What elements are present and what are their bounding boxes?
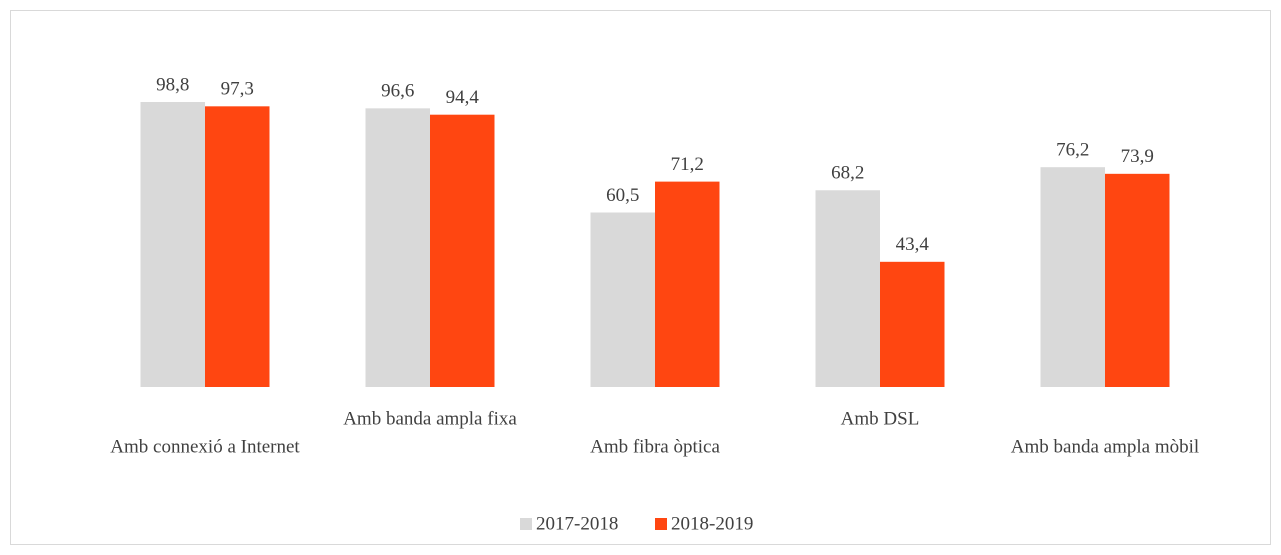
- legend-swatch: [655, 518, 667, 530]
- data-label: 68,2: [831, 163, 864, 184]
- x-tick-label: Amb DSL: [841, 408, 920, 429]
- bar: [430, 114, 495, 387]
- x-tick-label: Amb banda ampla fixa: [343, 408, 517, 429]
- bar: [880, 261, 945, 387]
- data-label: 98,8: [156, 74, 189, 95]
- data-label: 71,2: [671, 154, 704, 175]
- bar: [140, 102, 205, 387]
- data-label: 94,4: [446, 87, 480, 108]
- data-label: 73,9: [1121, 146, 1154, 167]
- bar: [205, 106, 270, 388]
- bar: [815, 190, 880, 387]
- legend-label: 2018-2019: [671, 513, 753, 534]
- x-tick-label: Amb connexió a Internet: [110, 436, 300, 457]
- bar: [655, 181, 720, 387]
- x-tick-label: Amb banda ampla mòbil: [1011, 436, 1199, 457]
- legend-swatch: [520, 518, 532, 530]
- bar: [590, 212, 655, 387]
- bar: [365, 108, 430, 387]
- bar: [1105, 173, 1170, 387]
- data-label: 43,4: [896, 234, 930, 255]
- data-label: 76,2: [1056, 140, 1089, 161]
- legend-label: 2017-2018: [536, 513, 618, 534]
- data-label: 96,6: [381, 81, 414, 102]
- data-label: 60,5: [606, 185, 639, 206]
- x-tick-label: Amb fibra òptica: [590, 436, 720, 457]
- bar: [1040, 167, 1105, 387]
- data-label: 97,3: [221, 79, 254, 100]
